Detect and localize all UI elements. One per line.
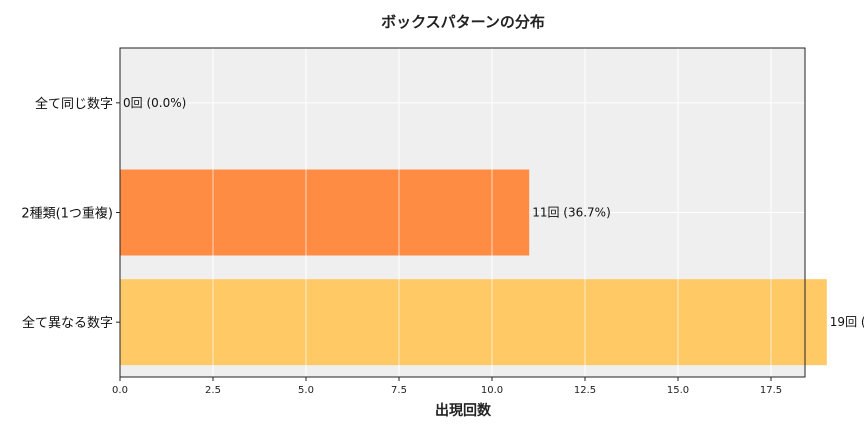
y-axis-categories: 全て同じ数字 2種類(1つ重複) 全て異なる数字 bbox=[21, 96, 120, 331]
bars bbox=[120, 169, 827, 366]
x-tick-label: 2.5 bbox=[205, 385, 221, 396]
x-tick-label: 15.0 bbox=[667, 385, 689, 396]
x-tick-label: 7.5 bbox=[391, 385, 407, 396]
bar bbox=[120, 279, 827, 366]
x-tick-label: 10.0 bbox=[481, 385, 503, 396]
y-category-label: 2種類(1つ重複) bbox=[21, 206, 113, 222]
bar bbox=[120, 169, 530, 256]
data-label: 0回 (0.0%) bbox=[123, 96, 186, 110]
x-tick-label: 0.0 bbox=[112, 385, 128, 396]
data-labels: 0回 (0.0%) 11回 (36.7%) 19回 (63.3%) bbox=[123, 96, 864, 329]
chart-title: ボックスパターンの分布 bbox=[381, 13, 545, 31]
y-category-label: 全て異なる数字 bbox=[22, 315, 113, 331]
x-tick-label: 12.5 bbox=[574, 385, 596, 396]
x-axis-ticks: 0.0 2.5 5.0 7.5 10.0 12.5 15.0 17.5 bbox=[112, 377, 782, 396]
data-label: 19回 (63.3%) bbox=[830, 315, 864, 329]
y-category-label: 全て同じ数字 bbox=[35, 96, 113, 112]
x-axis-label: 出現回数 bbox=[435, 402, 492, 419]
data-label: 11回 (36.7%) bbox=[532, 206, 611, 220]
x-tick-label: 5.0 bbox=[298, 385, 314, 396]
x-tick-label: 17.5 bbox=[760, 385, 782, 396]
